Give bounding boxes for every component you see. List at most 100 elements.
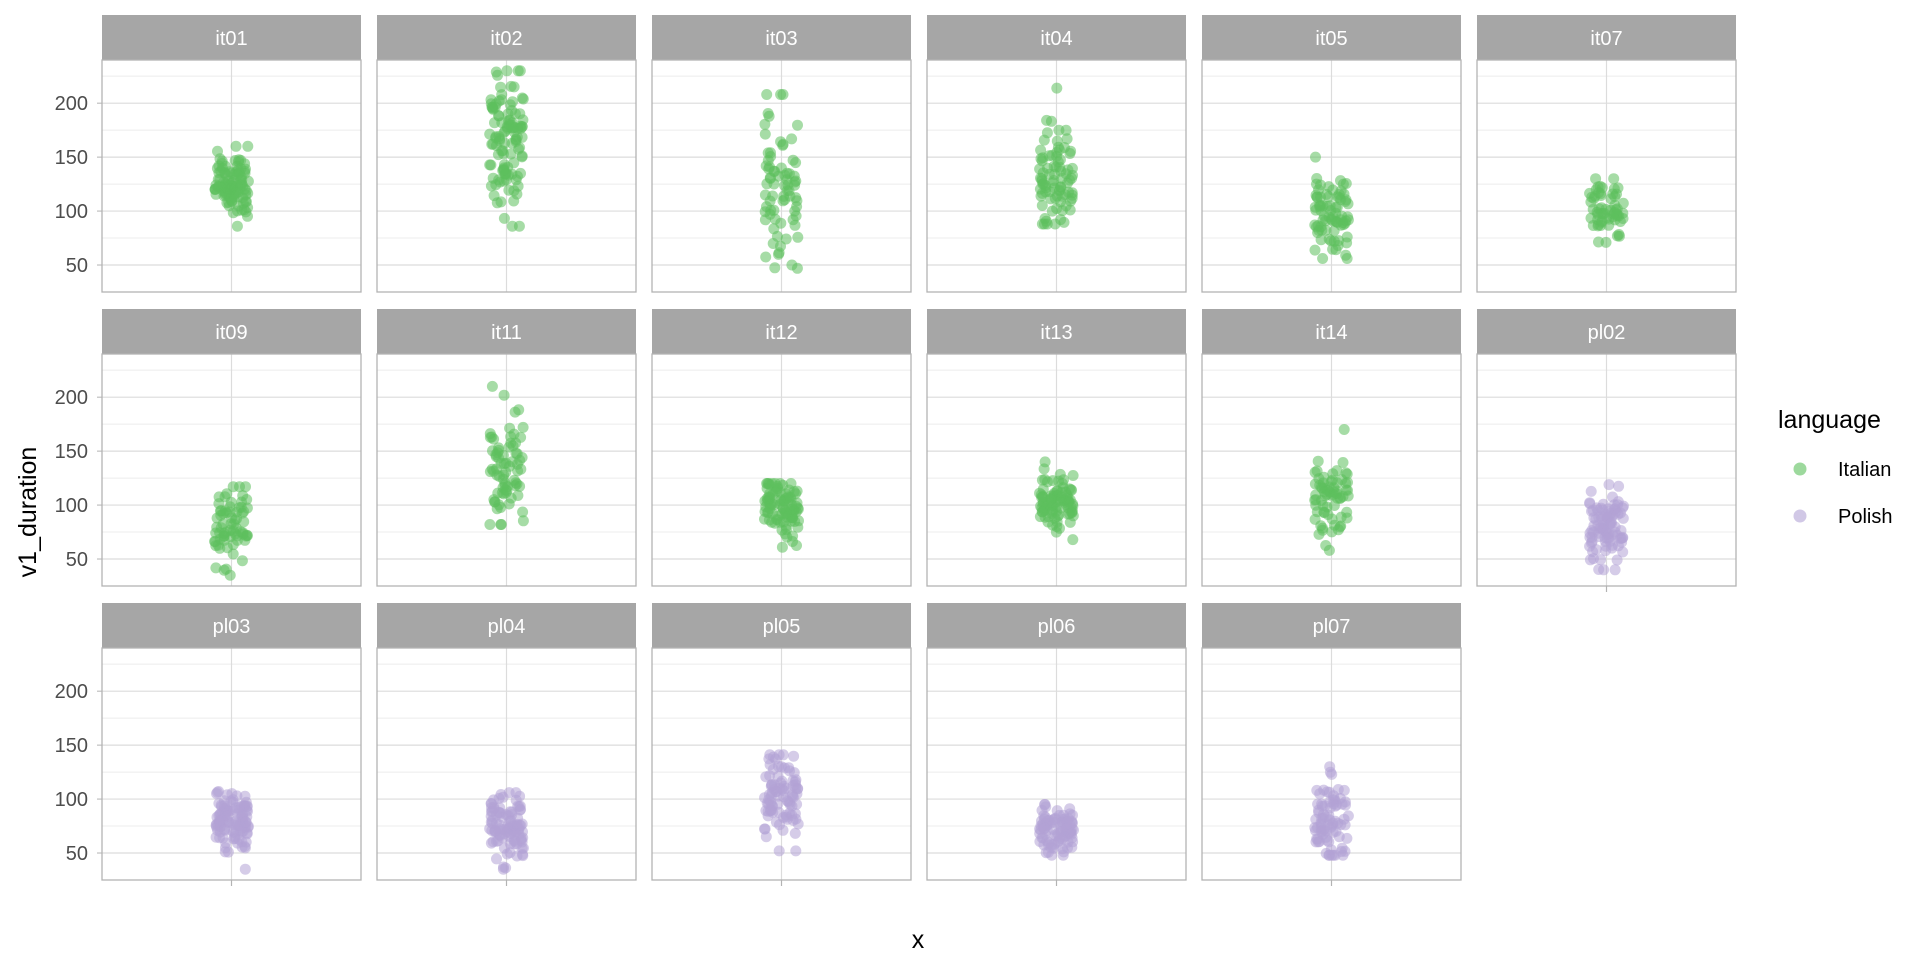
data-point [1584, 554, 1596, 566]
data-point [762, 108, 774, 119]
data-point [760, 831, 772, 843]
data-point [212, 539, 224, 551]
facet-panel-it12: it12 [651, 309, 912, 587]
data-point [764, 749, 776, 761]
data-point [227, 539, 239, 551]
data-point [1310, 151, 1321, 163]
y-tick-label: 200 [55, 387, 88, 409]
data-point [1341, 231, 1353, 243]
data-point [495, 519, 507, 530]
facet-panel-it13: it13 [926, 309, 1187, 587]
facet-strip-label: pl06 [1038, 616, 1076, 638]
data-point [772, 514, 784, 526]
data-point [781, 813, 793, 825]
panel-border [651, 353, 912, 587]
data-point [1328, 500, 1340, 511]
data-point [230, 140, 242, 152]
data-point [765, 780, 777, 792]
data-point [498, 842, 510, 854]
data-point [1320, 540, 1332, 551]
y-tick-label: 50 [66, 255, 88, 277]
facet-strip [1477, 309, 1736, 354]
data-point [511, 850, 523, 862]
legend-label-italian: Italian [1838, 459, 1891, 481]
panel-border [376, 353, 637, 587]
data-point [505, 80, 517, 92]
data-point [225, 496, 237, 508]
data-point [1038, 218, 1050, 230]
data-point [1036, 492, 1048, 503]
data-point [780, 524, 792, 536]
data-point [1611, 554, 1623, 566]
data-point [1605, 193, 1617, 205]
data-point [217, 518, 229, 530]
data-point [1336, 474, 1348, 486]
data-point [218, 530, 230, 542]
legend-key-italian [1793, 462, 1807, 476]
data-point [1612, 508, 1624, 520]
data-point [773, 845, 785, 857]
facet-panel-pl02: pl02 [1476, 309, 1737, 592]
data-point [503, 184, 515, 196]
data-point [214, 153, 226, 165]
data-point [224, 506, 236, 518]
facet-panel-pl07: pl07 [1201, 603, 1462, 886]
legend-key-polish [1793, 509, 1807, 523]
facet-panel-it11: it11 [376, 309, 637, 587]
data-point [1326, 474, 1338, 486]
data-point [515, 167, 526, 179]
data-point [763, 478, 774, 489]
data-point [1036, 200, 1048, 211]
data-point [792, 818, 804, 830]
data-point [233, 154, 245, 166]
data-point [1318, 486, 1330, 498]
data-point [500, 862, 512, 874]
data-point [789, 219, 801, 231]
data-point [497, 811, 509, 823]
data-point [1332, 524, 1344, 536]
data-point [1052, 156, 1064, 168]
data-point [505, 119, 517, 131]
data-point [1062, 508, 1074, 520]
data-point [1066, 841, 1078, 853]
data-point [773, 248, 784, 260]
facet-panel-it09: it09 50 100 150 200 [55, 309, 362, 587]
facet-panel-pl05: pl05 [651, 603, 912, 886]
panel-border [101, 353, 362, 587]
data-point [1049, 218, 1061, 230]
data-point [1339, 819, 1351, 831]
data-point [492, 69, 503, 81]
data-point [241, 800, 253, 812]
data-point [1320, 215, 1332, 227]
data-point [1315, 234, 1327, 246]
data-point [764, 195, 776, 207]
facet-strip-label: it03 [765, 28, 797, 50]
data-point [1064, 204, 1076, 216]
data-point [765, 204, 777, 216]
data-point [791, 540, 802, 551]
data-point [1600, 509, 1612, 521]
data-point [759, 214, 771, 226]
data-point [1053, 124, 1065, 136]
panel-border [1201, 59, 1462, 293]
data-point [769, 213, 781, 225]
data-point [1323, 836, 1335, 848]
data-point [1584, 187, 1596, 199]
data-point [1065, 145, 1077, 157]
data-point [1612, 182, 1624, 194]
data-point [508, 157, 520, 169]
data-point [761, 89, 773, 100]
data-point [1045, 115, 1057, 127]
facet-panel-it05: it05 [1201, 15, 1462, 293]
data-point [1067, 534, 1079, 546]
data-point [220, 837, 232, 849]
facet-strip [652, 15, 911, 60]
panel-border [926, 59, 1187, 293]
data-point [763, 789, 775, 801]
data-point [1055, 196, 1066, 208]
x-axis-title: x [912, 926, 925, 954]
data-point [493, 131, 505, 142]
data-point [514, 804, 526, 816]
data-point [222, 810, 234, 822]
